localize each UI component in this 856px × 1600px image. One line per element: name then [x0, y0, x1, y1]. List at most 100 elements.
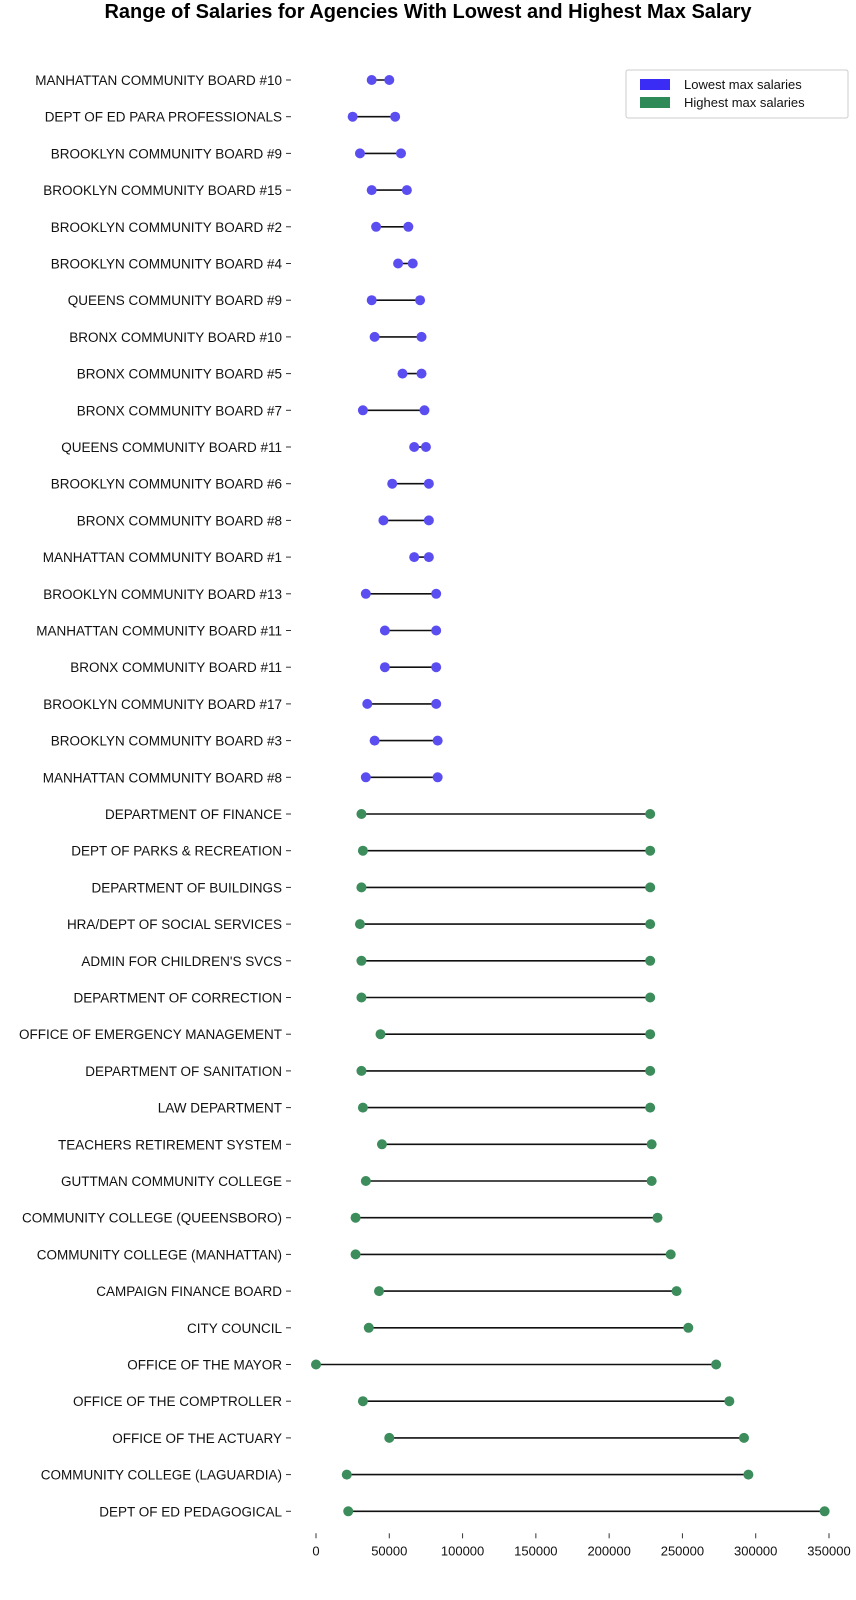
range-min-point	[356, 955, 367, 966]
range-min-point	[356, 882, 367, 893]
range-max-point	[431, 625, 442, 636]
y-tick-label: BRONX COMMUNITY BOARD #11	[70, 660, 282, 675]
y-tick-label: MANHATTAN COMMUNITY BOARD #10	[35, 73, 282, 88]
y-tick-label: BROOKLYN COMMUNITY BOARD #9	[51, 146, 282, 161]
x-axis-labels: 0 50000 100000 150000 200000 250000 300000 3500…	[312, 1533, 851, 1558]
y-tick-label: OFFICE OF THE MAYOR	[127, 1358, 282, 1373]
range-min-point	[369, 735, 380, 746]
range-min-point	[360, 1176, 371, 1186]
range-min-point	[375, 1029, 386, 1040]
range-max-point	[431, 698, 442, 709]
range-min-point	[376, 1139, 387, 1150]
range-max-point	[665, 1249, 676, 1260]
range-max-point	[390, 111, 401, 122]
range-max-point	[403, 221, 414, 232]
range-max-point	[683, 1322, 694, 1333]
x-tick-label: 300000	[734, 1543, 777, 1558]
range-min-point	[366, 295, 377, 306]
range-max-point	[423, 552, 434, 563]
range-max-point	[743, 1469, 754, 1480]
y-tick-label: OFFICE OF EMERGENCY MANAGEMENT	[19, 1027, 282, 1042]
range-lines	[316, 79, 825, 1513]
y-tick-label: ADMIN FOR CHILDREN'S SVCS	[81, 954, 282, 969]
y-tick-label: MANHATTAN COMMUNITY BOARD #1	[43, 550, 282, 565]
y-tick-label: BRONX COMMUNITY BOARD #7	[77, 403, 282, 418]
x-tick-label: 0	[312, 1543, 319, 1558]
legend: Lowest max salaries Highest max salaries	[625, 69, 849, 119]
y-tick-label: TEACHERS RETIREMENT SYSTEM	[58, 1137, 282, 1152]
range-max-point	[432, 772, 443, 783]
range-min-point	[393, 258, 404, 269]
range-min-point	[374, 1286, 385, 1297]
y-tick-label: COMMUNITY COLLEGE (QUEENSBORO)	[22, 1211, 282, 1226]
range-min-point	[356, 992, 367, 1003]
y-tick-label: CITY COUNCIL	[187, 1321, 283, 1336]
y-tick-label: COMMUNITY COLLEGE (MANHATTAN)	[37, 1247, 282, 1262]
y-tick-label: BROOKLYN COMMUNITY BOARD #2	[51, 220, 282, 235]
range-min-point	[379, 625, 390, 636]
range-min-point	[384, 1432, 395, 1443]
legend-swatch-highest	[640, 97, 670, 108]
range-min-point	[369, 331, 380, 342]
range-max-point	[384, 75, 395, 85]
range-max-point	[420, 442, 431, 452]
range-min-point	[409, 442, 420, 452]
y-tick-label: DEPARTMENT OF FINANCE	[105, 807, 282, 822]
range-min-point	[397, 368, 408, 379]
legend-frame	[625, 69, 849, 119]
range-max-point	[711, 1359, 722, 1370]
x-tick-label: 100000	[441, 1543, 484, 1558]
range-max-point	[419, 405, 430, 416]
legend-label-lowest: Lowest max salaries	[684, 77, 802, 92]
y-tick-label: LAW DEPARTMENT	[158, 1101, 282, 1116]
range-min-point	[363, 1322, 374, 1333]
range-min-point	[387, 478, 398, 489]
range-max-point	[738, 1432, 749, 1443]
range-points	[311, 75, 830, 1517]
range-max-point	[407, 258, 418, 269]
y-tick-label: BRONX COMMUNITY BOARD #5	[77, 367, 282, 382]
y-tick-label: COMMUNITY COLLEGE (LAGUARDIA)	[41, 1468, 282, 1483]
y-tick-label: OFFICE OF THE COMPTROLLER	[73, 1394, 282, 1409]
y-tick-label: QUEENS COMMUNITY BOARD #11	[61, 440, 282, 455]
y-tick-label: BROOKLYN COMMUNITY BOARD #4	[51, 257, 283, 272]
range-min-point	[354, 148, 365, 159]
legend-swatch-lowest	[640, 79, 670, 90]
range-max-point	[645, 1102, 656, 1113]
y-tick-label: DEPARTMENT OF CORRECTION	[73, 991, 282, 1006]
range-min-point	[356, 1065, 367, 1076]
range-min-point	[409, 552, 420, 563]
x-tick-label: 250000	[661, 1543, 704, 1558]
range-max-point	[645, 1029, 656, 1040]
range-min-point	[341, 1469, 352, 1480]
range-max-point	[396, 148, 407, 159]
range-max-point	[416, 331, 427, 342]
x-tick-label: 350000	[807, 1543, 850, 1558]
y-tick-label: CAMPAIGN FINANCE BOARD	[96, 1284, 282, 1299]
y-tick-label: BRONX COMMUNITY BOARD #8	[77, 513, 282, 528]
y-tick-label: GUTTMAN COMMUNITY COLLEGE	[61, 1174, 282, 1189]
y-axis-labels: MANHATTAN COMMUNITY BOARD #10 DEPT OF ED …	[19, 73, 291, 1519]
range-max-point	[645, 809, 656, 819]
y-tick-label: DEPT OF ED PEDAGOGICAL	[99, 1504, 282, 1519]
range-max-point	[423, 478, 434, 489]
range-max-point	[646, 1139, 657, 1150]
y-tick-label: DEPT OF ED PARA PROFESSIONALS	[45, 110, 282, 125]
range-max-point	[415, 295, 426, 306]
range-min-point	[371, 221, 382, 232]
y-tick-label: BROOKLYN COMMUNITY BOARD #17	[43, 697, 282, 712]
x-tick-label: 200000	[587, 1543, 630, 1558]
range-max-point	[431, 662, 442, 673]
range-min-point	[350, 1249, 361, 1260]
range-max-point	[416, 368, 427, 379]
chart-title: Range of Salaries for Agencies With Lowe…	[104, 1, 752, 23]
range-min-point	[357, 1396, 368, 1407]
y-tick-label: BROOKLYN COMMUNITY BOARD #15	[43, 183, 282, 198]
range-min-point	[356, 809, 367, 819]
x-tick-label: 50000	[371, 1543, 407, 1558]
range-max-point	[645, 992, 656, 1003]
y-tick-label: BROOKLYN COMMUNITY BOARD #3	[51, 734, 282, 749]
y-tick-label: HRA/DEPT OF SOCIAL SERVICES	[67, 917, 282, 932]
